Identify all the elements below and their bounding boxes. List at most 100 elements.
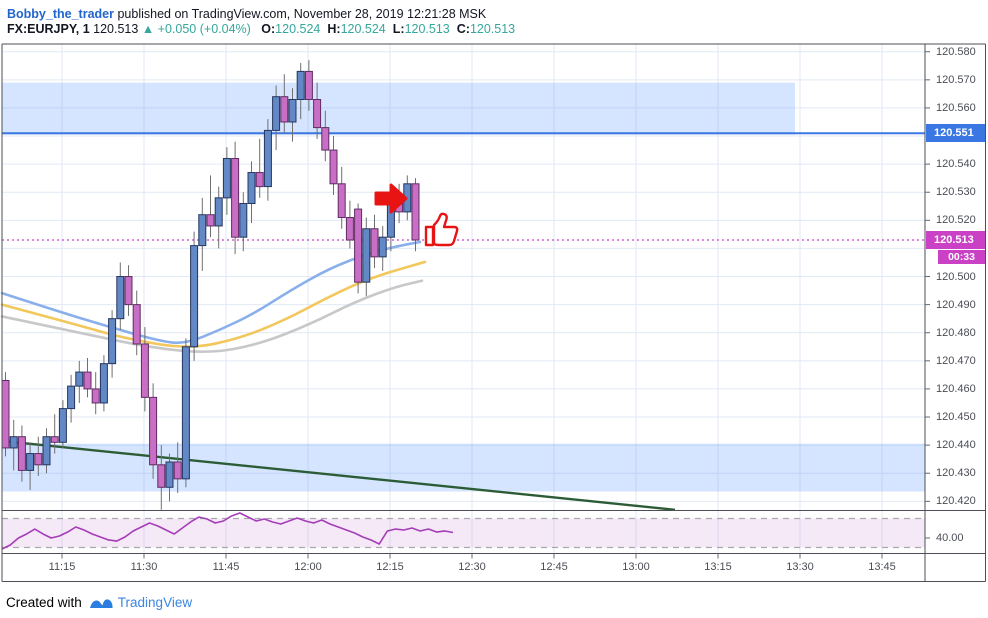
ohlc-label: C:	[456, 22, 470, 36]
candle-up	[116, 276, 125, 320]
candle-down	[140, 343, 149, 398]
price-tick-label[interactable]: 120.570	[936, 73, 976, 86]
price-tick-label[interactable]: 120.440	[936, 439, 976, 452]
candle-down	[370, 228, 379, 258]
candle-up	[58, 408, 67, 443]
candle-up	[247, 172, 256, 204]
header-publish-line: Bobby_the_trader published on TradingVie…	[7, 7, 486, 21]
candle-up	[296, 70, 305, 101]
time-tick-label[interactable]: 11:30	[130, 561, 158, 573]
candle-down	[321, 127, 330, 151]
candle-down	[124, 276, 133, 306]
price-tick-label[interactable]: 120.420	[936, 495, 976, 508]
price-tick-label[interactable]: 120.490	[936, 298, 976, 311]
candle-up	[272, 96, 281, 131]
candle-down	[231, 158, 240, 238]
time-tick-label[interactable]: 12:45	[540, 561, 568, 573]
candle-down	[173, 461, 182, 480]
price-tick-label[interactable]: 120.540	[936, 158, 976, 171]
candle-up	[190, 245, 199, 348]
time-tick-label[interactable]: 13:30	[786, 561, 814, 573]
price-tick-label[interactable]: 120.520	[936, 214, 976, 227]
time-tick-label[interactable]: 11:15	[48, 561, 76, 573]
ohlc-label: O:	[261, 22, 276, 36]
price-tick-label[interactable]: 120.450	[936, 411, 976, 424]
candle-up	[378, 236, 387, 258]
current-price-label: 120.513	[926, 231, 985, 249]
candle-down	[50, 436, 59, 443]
support-zone	[2, 443, 925, 492]
candle-down	[1, 380, 10, 449]
candle-up	[362, 228, 371, 283]
candle-up	[288, 99, 297, 123]
candle-up	[214, 197, 223, 227]
last-price: 120.513	[93, 22, 139, 36]
candle-up	[99, 363, 108, 404]
candle-up	[165, 461, 174, 488]
candle-down	[411, 183, 420, 241]
candle-down	[206, 214, 215, 227]
candle-down	[329, 149, 338, 185]
price-tick-label[interactable]: 120.500	[936, 270, 976, 283]
candle-up	[181, 346, 190, 480]
ohlc-value: 120.524	[340, 22, 386, 36]
candle-up	[42, 436, 51, 466]
ohlc-values: O:120.524 H:120.524 L:120.513 C:120.513	[254, 22, 515, 36]
candle-down	[149, 396, 158, 466]
ohlc-value: 120.513	[404, 22, 450, 36]
candle-down	[304, 70, 313, 101]
candle-down	[17, 436, 26, 471]
time-tick-label[interactable]: 11:45	[212, 561, 240, 573]
candle-up	[198, 214, 207, 247]
tradingview-logo-icon	[89, 599, 113, 608]
bar-countdown-label: 00:33	[938, 250, 985, 264]
symbol-interval[interactable]: FX:EURJPY, 1	[7, 22, 90, 36]
price-tick-label[interactable]: 120.580	[936, 45, 976, 58]
candle-down	[132, 304, 141, 345]
price-tick-label[interactable]: 120.470	[936, 354, 976, 367]
candle-down	[91, 388, 100, 404]
candle-down	[157, 464, 166, 488]
ma-mid-line	[0, 260, 427, 348]
price-tick-label[interactable]: 120.560	[936, 101, 976, 114]
tradingview-brand-link[interactable]: TradingView	[117, 594, 193, 610]
ohlc-value: 120.524	[275, 22, 321, 36]
candle-up	[108, 318, 117, 365]
created-with-text: Created with	[6, 594, 82, 610]
resistance-zone	[2, 82, 795, 135]
time-tick-label[interactable]: 12:30	[458, 561, 486, 573]
price-line-label: 120.551	[926, 124, 985, 142]
candle-down	[313, 99, 322, 129]
rsi-level-label[interactable]: 40.00	[936, 532, 964, 544]
ohlc-value: 120.513	[469, 22, 516, 36]
price-change: ▲ +0.050 (+0.04%)	[141, 22, 251, 36]
username-link[interactable]: Bobby_the_trader	[7, 7, 114, 21]
candle-up	[222, 158, 231, 199]
header-symbol-line: FX:EURJPY, 1 120.513 ▲ +0.050 (+0.04%) O…	[7, 22, 515, 36]
rsi-band	[2, 518, 925, 548]
candle-up	[26, 453, 35, 471]
candle-down	[337, 183, 346, 219]
thumbs-up-icon	[424, 225, 435, 247]
candle-down	[345, 217, 354, 241]
price-tick-label[interactable]: 120.430	[936, 467, 976, 480]
time-tick-label[interactable]: 13:45	[868, 561, 896, 573]
ohlc-label: H:	[327, 22, 341, 36]
ma-slow-line	[0, 279, 424, 353]
candle-up	[75, 371, 84, 387]
candle-down	[354, 208, 363, 283]
rsi-line	[1, 512, 454, 550]
price-tick-label[interactable]: 120.480	[936, 326, 976, 339]
time-tick-label[interactable]: 13:00	[622, 561, 650, 573]
ohlc-label: L:	[392, 22, 405, 36]
price-tick-label[interactable]: 120.530	[936, 186, 976, 199]
red-arrow-right-icon	[374, 183, 408, 214]
published-text: published on TradingView.com, November 2…	[113, 7, 487, 21]
price-tick-label[interactable]: 120.460	[936, 382, 976, 395]
time-tick-label[interactable]: 12:15	[376, 561, 404, 573]
time-tick-label[interactable]: 13:15	[704, 561, 732, 573]
time-tick-label[interactable]: 12:00	[294, 561, 322, 573]
candle-down	[83, 371, 92, 390]
